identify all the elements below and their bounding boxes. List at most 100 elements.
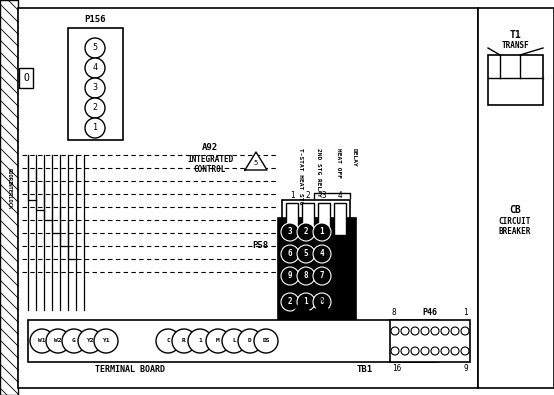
Text: 2: 2 [304, 228, 309, 237]
Circle shape [281, 223, 299, 241]
Circle shape [85, 78, 105, 98]
Text: 5: 5 [254, 160, 258, 166]
Text: 3: 3 [322, 190, 326, 199]
Circle shape [254, 329, 278, 353]
Bar [318, 203, 330, 235]
Circle shape [297, 245, 315, 263]
Text: DOOR: DOOR [7, 169, 12, 181]
Text: 8: 8 [392, 308, 397, 317]
Text: 8: 8 [304, 271, 309, 280]
Text: W2: W2 [54, 339, 61, 344]
Circle shape [85, 98, 105, 118]
Circle shape [85, 58, 105, 78]
Text: 16: 16 [392, 364, 401, 373]
Bar [286, 203, 298, 235]
Text: 9: 9 [288, 271, 293, 280]
Circle shape [238, 329, 262, 353]
Text: W1: W1 [38, 339, 46, 344]
Circle shape [431, 327, 439, 335]
Circle shape [461, 327, 469, 335]
Circle shape [441, 347, 449, 355]
Text: 5: 5 [304, 250, 309, 258]
Text: Y2: Y2 [86, 339, 94, 344]
Circle shape [411, 347, 419, 355]
Text: 0: 0 [320, 297, 324, 307]
Circle shape [78, 329, 102, 353]
Circle shape [313, 293, 331, 311]
Text: R: R [182, 339, 186, 344]
Circle shape [172, 329, 196, 353]
Circle shape [62, 329, 86, 353]
Circle shape [281, 245, 299, 263]
Bar [334, 203, 346, 235]
Text: T-STAT HEAT STG: T-STAT HEAT STG [298, 148, 303, 204]
Bar [68, 28, 123, 140]
Text: 3: 3 [93, 83, 98, 92]
Text: 1: 1 [304, 297, 309, 307]
Bar [302, 203, 314, 235]
Text: 6: 6 [288, 250, 293, 258]
Text: 2: 2 [288, 297, 293, 307]
Text: 1: 1 [320, 228, 324, 237]
Circle shape [85, 118, 105, 138]
Circle shape [401, 347, 409, 355]
Text: CB: CB [509, 205, 521, 215]
Text: 9: 9 [463, 364, 468, 373]
Bar [19, 68, 33, 88]
Text: TRANSF: TRANSF [501, 41, 529, 51]
Text: L: L [232, 339, 236, 344]
Circle shape [188, 329, 212, 353]
Text: DELAY: DELAY [352, 148, 357, 167]
Circle shape [461, 347, 469, 355]
Text: 4: 4 [338, 190, 342, 199]
Text: P46: P46 [423, 308, 438, 317]
Circle shape [94, 329, 118, 353]
Circle shape [401, 327, 409, 335]
Text: 1: 1 [463, 308, 468, 317]
Circle shape [313, 223, 331, 241]
Circle shape [451, 327, 459, 335]
Text: M: M [216, 339, 220, 344]
Text: O: O [23, 73, 29, 83]
Polygon shape [293, 298, 311, 315]
Text: HEAT OFF: HEAT OFF [336, 148, 341, 178]
Circle shape [441, 327, 449, 335]
Text: C: C [166, 339, 170, 344]
Text: DS: DS [262, 339, 270, 344]
Circle shape [411, 327, 419, 335]
Text: P156: P156 [84, 15, 106, 24]
Bar [18, 8, 478, 388]
Text: 5: 5 [93, 43, 98, 53]
Text: 2: 2 [306, 190, 310, 199]
Text: TERMINAL BOARD: TERMINAL BOARD [95, 365, 165, 374]
Text: BREAKER: BREAKER [499, 228, 531, 237]
Circle shape [281, 267, 299, 285]
Text: P58: P58 [252, 241, 268, 250]
Circle shape [85, 38, 105, 58]
Bar [28, 320, 438, 362]
Bar [488, 55, 543, 105]
Text: 7: 7 [320, 271, 324, 280]
Polygon shape [245, 152, 267, 170]
Circle shape [313, 245, 331, 263]
Bar [478, 8, 554, 388]
Circle shape [30, 329, 54, 353]
Text: INTEGRATED: INTEGRATED [187, 156, 233, 164]
Text: CONTROL: CONTROL [194, 166, 226, 175]
Circle shape [431, 347, 439, 355]
Text: 4: 4 [93, 64, 98, 73]
Text: 2: 2 [93, 103, 98, 113]
Polygon shape [313, 298, 331, 315]
Circle shape [206, 329, 230, 353]
Text: 1: 1 [198, 339, 202, 344]
Text: 2ND STG RELAY: 2ND STG RELAY [316, 148, 321, 197]
Text: 3: 3 [288, 228, 293, 237]
Text: A92: A92 [202, 143, 218, 152]
Circle shape [46, 329, 70, 353]
Circle shape [391, 347, 399, 355]
Bar [0, 0, 18, 395]
Text: TB1: TB1 [357, 365, 373, 374]
Bar [282, 200, 350, 238]
Text: G: G [72, 339, 76, 344]
Circle shape [297, 267, 315, 285]
